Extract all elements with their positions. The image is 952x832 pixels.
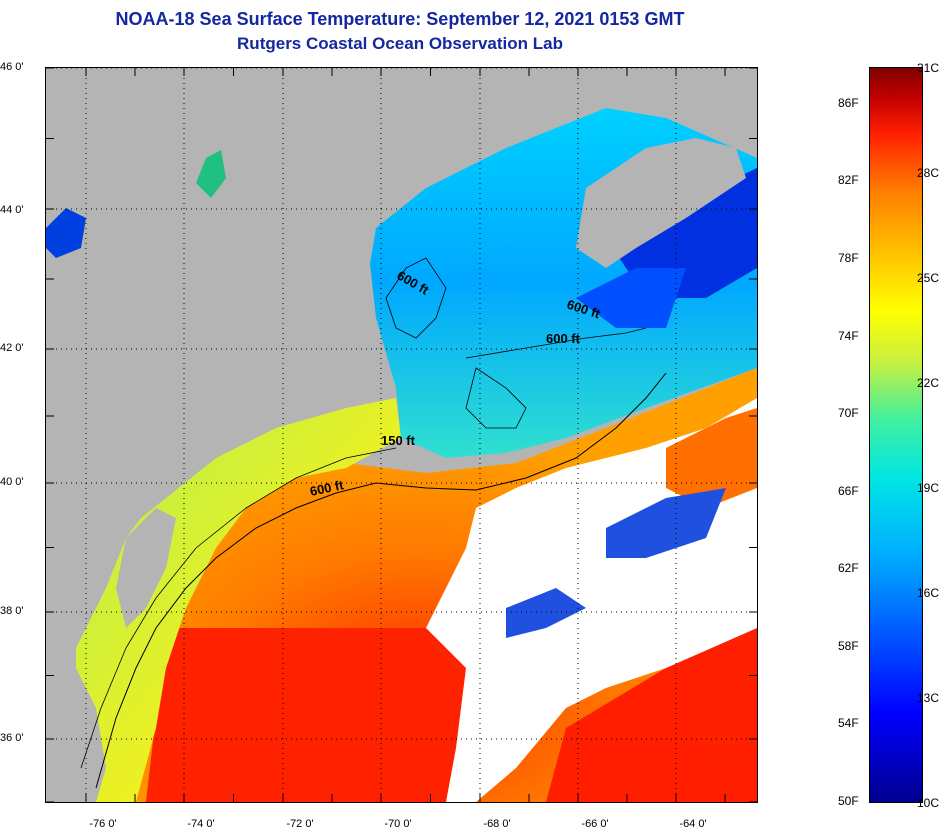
- colorbar-c-label: 25C: [917, 271, 940, 285]
- colorbar-c-label: 10C: [917, 796, 940, 810]
- colorbar-f-label: 58F: [838, 639, 859, 653]
- lat-label-42: 42 0': [0, 342, 24, 354]
- colorbar-f-label: 82F: [838, 173, 859, 187]
- contour-150ft: [80, 447, 397, 769]
- lon-label-66: -66 0': [581, 818, 609, 830]
- graticule-grid: [46, 68, 757, 802]
- sst-map-image: 600 ft 600 ft 600 ft 150 ft 600 ft: [46, 68, 757, 802]
- sst-map: 600 ft 600 ft 600 ft 150 ft 600 ft: [45, 67, 758, 803]
- lon-label-68: -68 0': [483, 818, 511, 830]
- colorbar-f-label: 50F: [838, 794, 859, 808]
- colorbar-c-label: 13C: [917, 691, 940, 705]
- gulf-stream-region: [146, 628, 486, 802]
- contour-label-600ft-3: 600 ft: [546, 331, 581, 346]
- colorbar-f-label: 74F: [838, 329, 859, 343]
- delmarva: [116, 508, 176, 628]
- lat-label-46: 46 0': [0, 61, 24, 73]
- contour-600ft-shelf-edge: [95, 372, 667, 789]
- colorbar-c-label: 31C: [917, 61, 940, 75]
- axis-ticks: [46, 68, 757, 802]
- long-island: [206, 373, 376, 428]
- us-mainland: [46, 68, 757, 688]
- shelf-water-region: [76, 398, 401, 802]
- colorbar-c-label: 22C: [917, 376, 940, 390]
- lon-label-72: -72 0': [286, 818, 314, 830]
- map-title: NOAA-18 Sea Surface Temperature: Septemb…: [115, 9, 685, 29]
- colorbar-f-label: 86F: [838, 96, 859, 110]
- temperature-colorbar: [869, 67, 923, 803]
- lat-label-38: 38 0': [0, 605, 24, 617]
- lat-label-36: 36 0': [0, 732, 24, 744]
- colorbar-f-label: 54F: [838, 716, 859, 730]
- contour-label-150ft: 150 ft: [381, 433, 416, 448]
- lon-label-64: -64 0': [679, 818, 707, 830]
- map-subtitle: Rutgers Coastal Ocean Observation Lab: [237, 34, 563, 53]
- colorbar-f-label: 70F: [838, 406, 859, 420]
- lon-label-74: -74 0': [187, 818, 215, 830]
- lat-label-44: 44 0': [0, 204, 24, 216]
- colorbar-f-label: 66F: [838, 484, 859, 498]
- colorbar-c-label: 28C: [917, 166, 940, 180]
- lon-label-76: -76 0': [89, 818, 117, 830]
- colorbar-c-label: 19C: [917, 481, 940, 495]
- colorbar-c-label: 16C: [917, 586, 940, 600]
- lat-label-40: 40 0': [0, 476, 24, 488]
- lon-label-70: -70 0': [384, 818, 412, 830]
- nova-scotia: [576, 138, 746, 268]
- colorbar-f-label: 62F: [838, 561, 859, 575]
- colorbar-f-label: 78F: [838, 251, 859, 265]
